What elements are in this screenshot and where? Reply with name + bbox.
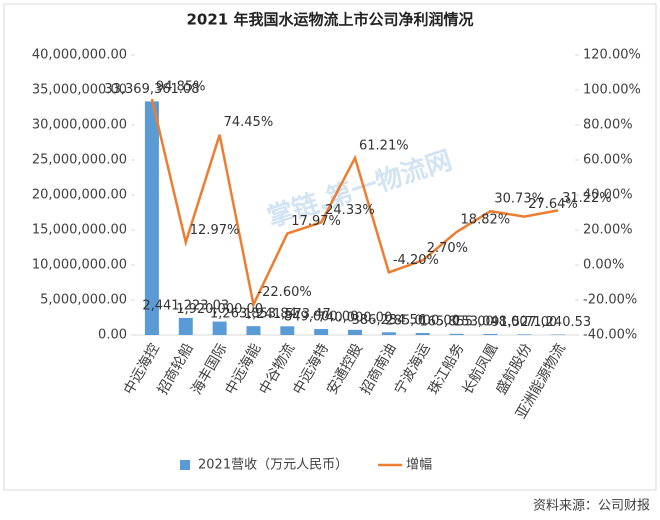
- line: [150, 98, 559, 309]
- y-tick-label: 25,000,000.00: [32, 153, 127, 168]
- legend-label: 增幅: [406, 458, 432, 473]
- y2-tick-label: 100.00%: [583, 83, 641, 98]
- bar-value-label: 740,000.00: [318, 310, 392, 325]
- bar: [415, 333, 430, 335]
- line-value-label: 94.85%: [156, 80, 206, 95]
- line-value-label: 17.97%: [291, 214, 341, 229]
- y2-tick-label: 60.00%: [583, 153, 633, 168]
- y2-tick-label: -40.00%: [583, 328, 637, 343]
- line-value-label: 2.70%: [427, 241, 468, 256]
- y2-tick-label: 20.00%: [583, 223, 633, 238]
- chart-frame: [3, 3, 657, 491]
- bar-value-label: 1,920,000.00: [176, 302, 263, 317]
- bar: [517, 334, 532, 335]
- y-tick-label: 5,000,000.00: [40, 293, 127, 308]
- bar-value-label: 165,855.00: [419, 314, 493, 329]
- bar: [483, 333, 498, 335]
- bar-value-label: 849,000.00: [284, 310, 358, 325]
- line-value-label: -22.60%: [257, 285, 311, 300]
- bar: [314, 329, 329, 335]
- bar: [212, 321, 227, 335]
- bar: [246, 326, 261, 335]
- bar-value-label: 71,240.53: [525, 315, 591, 330]
- legend-swatch: [180, 460, 190, 470]
- y-tick-label: 20,000,000.00: [32, 188, 127, 203]
- bar-value-label: 386,234.56: [352, 313, 426, 328]
- y2-tick-label: 40.00%: [583, 188, 633, 203]
- bar-value-label: 91,527.00: [491, 315, 557, 330]
- bar: [449, 333, 464, 335]
- y-tick-label: 0.00: [98, 328, 127, 343]
- y2-tick-label: 0.00%: [583, 258, 624, 273]
- line-value-label: 31.22%: [562, 191, 612, 206]
- line-value-label: 27.64%: [528, 197, 578, 212]
- line-value-label: 18.82%: [461, 213, 511, 228]
- bar: [280, 326, 295, 335]
- bar: [348, 329, 362, 335]
- bar-value-label: 1,241,573.47: [244, 307, 331, 322]
- line-value-label: -4.20%: [393, 253, 439, 268]
- bar-value-label: 2,441,223.03: [142, 298, 229, 313]
- bar-value-label: 153,048.00: [453, 314, 527, 329]
- y-tick-label: 30,000,000.00: [32, 118, 127, 133]
- line-value-label: 30.73%: [494, 192, 544, 207]
- y-tick-label: 40,000,000.00: [32, 48, 127, 63]
- y-tick-label: 15,000,000.00: [32, 223, 127, 238]
- bar-value-label: 1,263,853.84: [210, 307, 297, 322]
- y-tick-label: 35,000,000.00: [32, 83, 127, 98]
- line-value-label: 12.97%: [190, 223, 240, 238]
- bar: [381, 332, 396, 335]
- bar-value-label: 33,369,361.08: [104, 82, 199, 97]
- y2-tick-label: 80.00%: [583, 118, 633, 133]
- line-value-label: 74.45%: [224, 115, 274, 130]
- line-value-label: 24.33%: [325, 203, 375, 218]
- y2-tick-label: 120.00%: [583, 48, 641, 63]
- y-tick-label: 10,000,000.00: [32, 258, 127, 273]
- bar-value-label: 285,000.00: [385, 314, 459, 329]
- bar: [144, 101, 159, 335]
- line-value-label: 61.21%: [359, 138, 409, 153]
- source-note: 资料来源：公司财报: [533, 499, 650, 514]
- legend-label: 2021营收（万元人民币）: [198, 458, 348, 473]
- bar: [178, 317, 193, 335]
- y2-tick-label: -20.00%: [583, 293, 637, 308]
- chart-title: 2021 年我国水运物流上市公司净利润情况: [187, 11, 474, 29]
